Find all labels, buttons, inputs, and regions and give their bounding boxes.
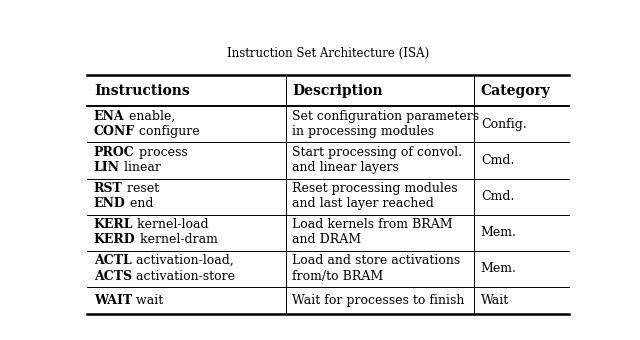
Text: Reset processing modules: Reset processing modules xyxy=(292,182,458,195)
Text: KERD: KERD xyxy=(94,234,136,246)
Text: Category: Category xyxy=(481,84,550,98)
Text: activation-load,: activation-load, xyxy=(132,254,234,267)
Text: ENA: ENA xyxy=(94,109,125,122)
Text: ACTL: ACTL xyxy=(94,254,132,267)
Text: kernel-dram: kernel-dram xyxy=(136,234,218,246)
Text: WAIT: WAIT xyxy=(94,294,132,307)
Text: process: process xyxy=(134,146,188,159)
Text: wait: wait xyxy=(132,294,163,307)
Text: reset: reset xyxy=(123,182,159,195)
Text: CONF: CONF xyxy=(94,125,135,138)
Text: activation-store: activation-store xyxy=(132,270,235,283)
Text: KERL: KERL xyxy=(94,218,133,231)
Text: linear: linear xyxy=(120,161,161,174)
Text: Mem.: Mem. xyxy=(481,226,516,239)
Text: Instruction Set Architecture (ISA): Instruction Set Architecture (ISA) xyxy=(227,47,429,60)
Text: and DRAM: and DRAM xyxy=(292,234,362,246)
Text: in processing modules: in processing modules xyxy=(292,125,435,138)
Text: END: END xyxy=(94,197,125,210)
Text: Cmd.: Cmd. xyxy=(481,154,514,167)
Text: Wait: Wait xyxy=(481,294,509,307)
Text: end: end xyxy=(125,197,153,210)
Text: and linear layers: and linear layers xyxy=(292,161,399,174)
Text: from/to BRAM: from/to BRAM xyxy=(292,270,383,283)
Text: and last layer reached: and last layer reached xyxy=(292,197,434,210)
Text: PROC: PROC xyxy=(94,146,134,159)
Text: configure: configure xyxy=(135,125,200,138)
Text: ACTS: ACTS xyxy=(94,270,132,283)
Text: Set configuration parameters: Set configuration parameters xyxy=(292,109,479,122)
Text: Config.: Config. xyxy=(481,118,527,131)
Text: Instructions: Instructions xyxy=(94,84,189,98)
Text: Mem.: Mem. xyxy=(481,262,516,275)
Text: Description: Description xyxy=(292,84,383,98)
Text: Load kernels from BRAM: Load kernels from BRAM xyxy=(292,218,453,231)
Text: Start processing of convol.: Start processing of convol. xyxy=(292,146,462,159)
Text: LIN: LIN xyxy=(94,161,120,174)
Text: RST: RST xyxy=(94,182,123,195)
Text: enable,: enable, xyxy=(125,109,175,122)
Text: Cmd.: Cmd. xyxy=(481,190,514,203)
Text: Load and store activations: Load and store activations xyxy=(292,254,461,267)
Text: kernel-load: kernel-load xyxy=(133,218,209,231)
Text: Wait for processes to finish: Wait for processes to finish xyxy=(292,294,465,307)
